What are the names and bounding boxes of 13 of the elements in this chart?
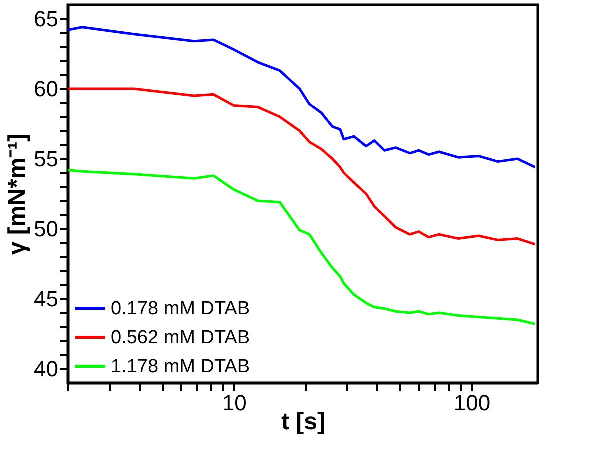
legend-label: 0.562 mM DTAB xyxy=(111,328,250,348)
legend-label: 1.178 mM DTAB xyxy=(111,356,250,378)
x-tick-label: 100 xyxy=(454,390,491,416)
y-tick-label: 65 xyxy=(34,6,58,32)
y-axis-title: γ [mN*m⁻¹] xyxy=(4,134,32,256)
y-tick-label: 45 xyxy=(34,286,58,312)
x-axis-title: t [s] xyxy=(282,408,326,436)
y-tick-label: 40 xyxy=(34,356,58,382)
x-tick-label: 10 xyxy=(222,390,247,416)
y-tick-label: 50 xyxy=(34,216,58,242)
y-tick-label: 60 xyxy=(34,76,58,102)
legend-label: 0.178 mM DTAB xyxy=(111,298,250,320)
y-tick-label: 55 xyxy=(34,146,58,172)
